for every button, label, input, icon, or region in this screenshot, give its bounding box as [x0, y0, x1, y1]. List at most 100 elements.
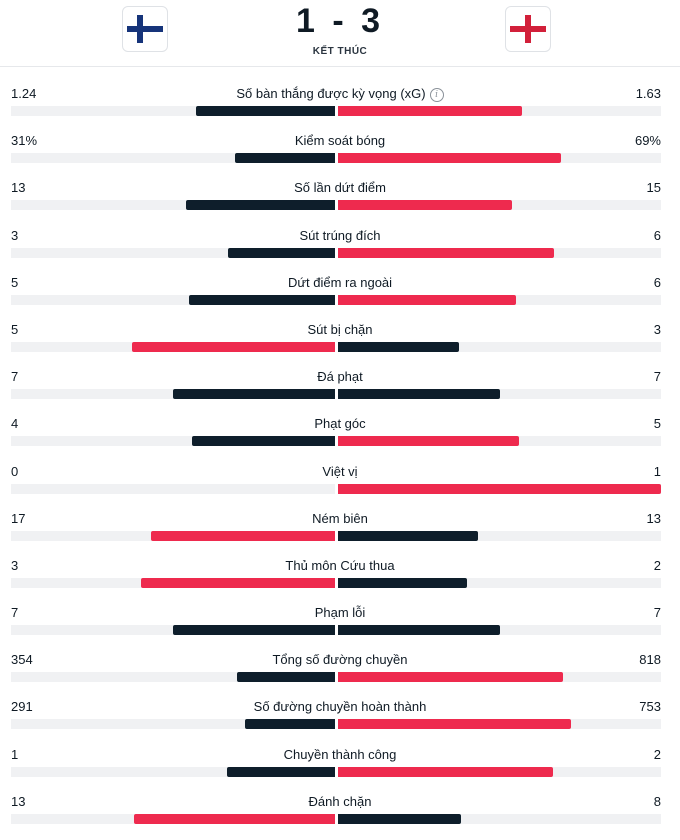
away-bar — [338, 106, 522, 116]
home-bar — [132, 341, 335, 352]
stat-home-value: 354 — [11, 652, 33, 668]
stat-away-value: 3 — [653, 321, 661, 337]
home-bar — [237, 672, 335, 683]
stat-away-value: 6 — [653, 274, 661, 290]
stat-label-text: Tổng số đường chuyền — [272, 652, 408, 668]
finland-flag-icon[interactable] — [122, 6, 168, 52]
stat-home-value: 31% — [11, 133, 38, 149]
stat-label-text: Số lần dứt điểm — [294, 180, 386, 196]
home-bar-track — [11, 672, 335, 683]
away-bar — [338, 341, 459, 352]
stat-home-value: 3 — [11, 557, 19, 573]
away-bar-track — [338, 436, 661, 447]
home-bar — [134, 813, 335, 824]
home-bar — [245, 719, 335, 730]
stat-away-value: 2 — [653, 746, 661, 762]
stat-away-value: 13 — [646, 510, 661, 526]
stat-label: Số bàn thắng được kỳ vọng (xG) i — [0, 86, 680, 102]
stat-away-value: 818 — [639, 652, 661, 668]
home-bar-track — [11, 813, 335, 824]
stat-label-text: Chuyền thành công — [283, 746, 397, 762]
stat-row: 354 Tổng số đường chuyền 818 — [0, 646, 680, 693]
stat-label: Sút bị chặn — [0, 322, 680, 337]
stat-row: 1.24 Số bàn thắng được kỳ vọng (xG) i 1.63 — [0, 80, 680, 127]
stat-home-value: 17 — [11, 510, 26, 526]
stat-home-value: 5 — [11, 274, 19, 290]
stat-home-value: 0 — [11, 463, 19, 479]
match-status: KẾT THÚC — [312, 46, 368, 57]
away-bar-track — [338, 672, 661, 683]
stat-label: Phạm lỗi — [0, 605, 680, 620]
stat-row: 17 Ném biên 13 — [0, 505, 680, 552]
stat-away-value: 1.63 — [635, 86, 661, 101]
away-bar — [338, 200, 512, 211]
stat-label: Dứt điểm ra ngoài — [0, 275, 680, 290]
stat-home-value: 7 — [11, 605, 19, 621]
home-bar-track — [11, 625, 335, 636]
away-bar-track — [338, 483, 661, 494]
stat-label-text: Thủ môn Cứu thua — [285, 557, 395, 573]
stat-label-text: Sút bị chặn — [307, 321, 373, 337]
stat-label: Số lần dứt điểm — [0, 180, 680, 195]
stat-away-value: 5 — [653, 416, 661, 432]
stat-home-value: 1 — [11, 746, 19, 762]
away-bar-track — [338, 766, 661, 777]
stat-label-text: Ném biên — [312, 510, 368, 526]
stat-label: Thủ môn Cứu thua — [0, 558, 680, 573]
stat-row: 13 Đánh chặn 8 — [0, 788, 680, 835]
home-bar — [227, 766, 335, 777]
home-bar — [141, 577, 335, 588]
home-bar-track — [11, 483, 335, 494]
stat-label: Đánh chặn — [0, 794, 680, 809]
stat-row: 7 Đá phạt 7 — [0, 363, 680, 410]
stat-label: Việt vị — [0, 464, 680, 479]
stats-list: 1.24 Số bàn thắng được kỳ vọng (xG) i 1.63 3… — [0, 80, 680, 835]
stat-row: 31% Kiểm soát bóng 69% — [0, 127, 680, 174]
match-header: 1 - 3 KẾT THÚC — [0, 0, 680, 70]
stat-away-value: 2 — [653, 557, 661, 573]
home-bar — [235, 153, 335, 164]
home-bar — [151, 530, 335, 541]
header-divider — [0, 66, 680, 67]
away-bar-track — [338, 813, 661, 824]
stat-home-value: 5 — [11, 321, 19, 337]
stat-home-value: 7 — [11, 369, 19, 385]
away-bar-track — [338, 577, 661, 588]
stat-label-text: Việt vị — [322, 463, 358, 479]
home-bar — [173, 625, 335, 636]
stat-row: 7 Phạm lỗi 7 — [0, 599, 680, 646]
away-bar — [338, 294, 516, 305]
stat-home-value: 291 — [11, 699, 33, 715]
home-bar-track — [11, 294, 335, 305]
stat-label-text: Phạt góc — [314, 416, 366, 432]
stat-label-text: Sút trúng đích — [299, 227, 381, 243]
home-bar — [196, 106, 335, 116]
stat-row: 0 Việt vị 1 — [0, 458, 680, 505]
stat-home-value: 1.24 — [11, 86, 37, 101]
stat-row: 5 Dứt điểm ra ngoài 6 — [0, 269, 680, 316]
stat-label-text: Dứt điểm ra ngoài — [287, 274, 393, 290]
away-bar-track — [338, 247, 661, 258]
stat-row: 291 Số đường chuyền hoàn thành 753 — [0, 693, 680, 740]
stat-away-value: 753 — [639, 699, 661, 715]
away-bar-track — [338, 341, 661, 352]
stat-label-text: Phạm lỗi — [314, 605, 366, 621]
home-bar — [192, 436, 335, 447]
stat-away-value: 7 — [653, 605, 661, 621]
away-bar — [338, 577, 467, 588]
away-bar — [338, 389, 500, 400]
away-bar — [338, 483, 661, 494]
stat-row: 3 Sút trúng đích 6 — [0, 222, 680, 269]
away-bar — [338, 530, 478, 541]
home-bar-track — [11, 766, 335, 777]
england-flag-icon[interactable] — [505, 6, 551, 52]
away-bar — [338, 813, 461, 824]
home-bar-track — [11, 153, 335, 164]
stat-label-text: Số đường chuyền hoàn thành — [253, 699, 427, 715]
away-bar — [338, 625, 500, 636]
away-bar-track — [338, 530, 661, 541]
stat-row: 13 Số lần dứt điểm 15 — [0, 174, 680, 221]
stat-label: Đá phạt — [0, 369, 680, 384]
stat-row: 1 Chuyền thành công 2 — [0, 741, 680, 788]
info-icon[interactable]: i — [429, 88, 444, 102]
